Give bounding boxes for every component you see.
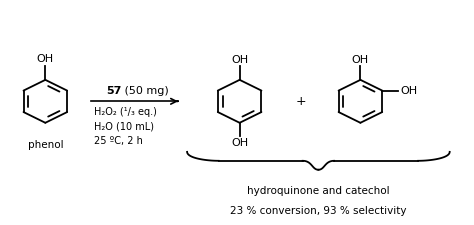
Text: +: + [296,95,306,108]
Text: OH: OH [231,55,248,65]
Text: phenol: phenol [27,140,63,150]
Text: H₂O (10 mL): H₂O (10 mL) [94,122,154,131]
Text: H₂O₂ (¹/₃ eq.): H₂O₂ (¹/₃ eq.) [94,107,156,117]
Text: (50 mg): (50 mg) [121,86,169,96]
Text: OH: OH [400,86,417,96]
Text: 57: 57 [106,86,121,96]
Text: OH: OH [37,54,54,64]
Text: OH: OH [231,138,248,148]
Text: 23 % conversion, 93 % selectivity: 23 % conversion, 93 % selectivity [230,205,407,216]
Text: hydroquinone and catechol: hydroquinone and catechol [247,186,390,196]
Text: OH: OH [352,55,369,65]
Text: 25 ºC, 2 h: 25 ºC, 2 h [94,136,143,146]
